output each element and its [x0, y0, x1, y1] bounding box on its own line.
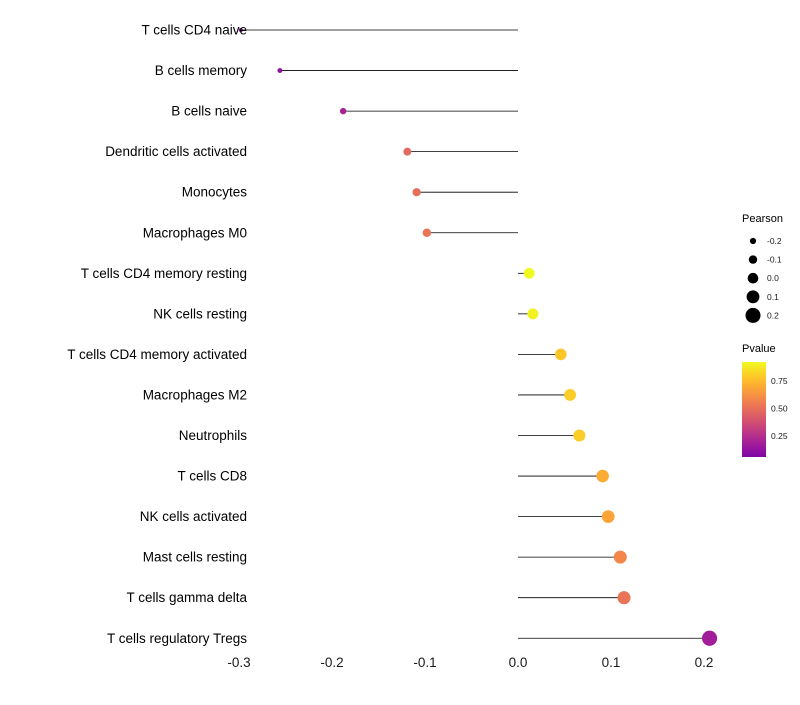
category-label: NK cells resting	[153, 306, 247, 321]
lollipop-dot	[601, 510, 615, 523]
category-label: Neutrophils	[179, 428, 248, 443]
lollipop-row: Mast cells resting	[143, 550, 627, 565]
category-label: Mast cells resting	[143, 550, 247, 565]
x-tick-label: 0.1	[602, 655, 621, 670]
lollipop-row: T cells CD8	[177, 469, 609, 484]
lollipop-row: NK cells activated	[140, 509, 615, 524]
lollipop-row: B cells memory	[155, 63, 518, 78]
lollipop-dot	[554, 348, 567, 361]
x-tick-label: -0.2	[320, 655, 343, 670]
color-legend-tick-label: 0.25	[771, 431, 788, 441]
lollipop-dot	[596, 469, 609, 483]
x-tick-label: 0.2	[695, 655, 714, 670]
lollipop-dot	[422, 228, 432, 237]
pvalue-colorbar	[742, 362, 766, 457]
size-legend-label: 0.0	[767, 273, 779, 283]
lollipop-row: T cells CD4 naive	[141, 23, 518, 38]
lollipop-row: Monocytes	[182, 185, 518, 200]
category-label: B cells naive	[171, 104, 247, 119]
lollipop-row: Macrophages M0	[143, 225, 518, 240]
size-legend-title: Pearson	[742, 213, 783, 225]
lollipop-dot	[412, 188, 421, 197]
category-label: Monocytes	[182, 185, 248, 200]
size-legend: Pearson -0.2 -0.1 0.0 0.1 0.2	[742, 213, 783, 323]
lollipop-row: T cells gamma delta	[126, 590, 631, 605]
lollipop-row: Neutrophils	[179, 428, 586, 443]
lollipop-row: Macrophages M2	[143, 387, 576, 402]
lollipop-row: T cells CD4 memory resting	[81, 266, 535, 281]
size-legend-label: 0.1	[767, 292, 779, 302]
category-label: T cells CD8	[177, 469, 247, 484]
lollipop-dot	[403, 147, 412, 156]
lollipop-row: T cells CD4 memory activated	[67, 347, 567, 362]
category-label: T cells regulatory Tregs	[107, 631, 247, 646]
lollipop-dot	[277, 68, 283, 74]
lollipop-row: NK cells resting	[153, 306, 539, 321]
color-legend: Pvalue 0.75 0.50 0.25	[742, 343, 788, 457]
category-label: T cells CD4 naive	[141, 23, 247, 38]
lollipop-dot	[617, 591, 631, 605]
size-legend-dot	[745, 307, 761, 323]
lollipop-dot	[339, 107, 347, 115]
size-legend-dot	[746, 290, 760, 304]
lollipop-row: T cells regulatory Tregs	[107, 630, 718, 646]
size-legend-dot	[748, 255, 758, 264]
lollipop-dot	[564, 389, 576, 401]
color-legend-title: Pvalue	[742, 343, 776, 355]
category-label: T cells CD4 memory activated	[67, 347, 247, 362]
color-legend-tick-label: 0.75	[771, 376, 788, 386]
lollipop-dot	[702, 630, 718, 646]
lollipop-row: B cells naive	[171, 104, 518, 119]
category-label: T cells gamma delta	[126, 590, 247, 605]
lollipop-row: Dendritic cells activated	[105, 144, 518, 159]
category-label: Macrophages M2	[143, 387, 247, 402]
size-legend-dot	[749, 237, 757, 245]
size-legend-label: -0.2	[767, 236, 782, 246]
category-label: Macrophages M0	[143, 225, 247, 240]
category-label: NK cells activated	[140, 509, 247, 524]
lollipop-dot	[523, 267, 535, 279]
lollipop-dot	[573, 429, 586, 442]
lollipop-dot	[238, 27, 243, 33]
x-tick-label: -0.3	[227, 655, 250, 670]
category-label: Dendritic cells activated	[105, 144, 247, 159]
x-tick-label: 0.0	[509, 655, 528, 670]
size-legend-label: -0.1	[767, 255, 782, 265]
lollipop-dot	[613, 550, 627, 564]
size-legend-dot	[747, 272, 759, 284]
size-legend-label: 0.2	[767, 310, 779, 320]
category-label: B cells memory	[155, 63, 248, 78]
color-legend-tick-label: 0.50	[771, 403, 788, 413]
x-tick-label: -0.1	[413, 655, 436, 670]
lollipop-dot	[527, 308, 539, 320]
category-label: T cells CD4 memory resting	[81, 266, 247, 281]
